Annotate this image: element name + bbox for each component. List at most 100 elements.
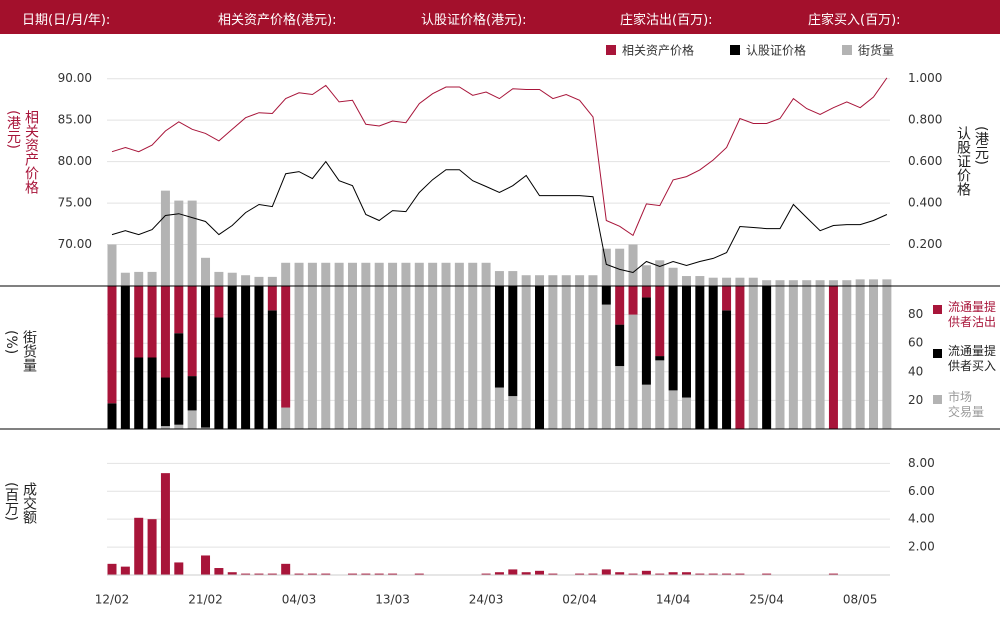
bar	[321, 573, 331, 575]
volume-bar	[147, 271, 157, 286]
share-segment	[441, 286, 451, 429]
volume-bar	[347, 262, 357, 286]
volume-bar	[361, 262, 371, 286]
y-tick-label: 4.00	[908, 512, 935, 526]
share-segment	[588, 286, 598, 429]
x-tick-label: 08/05	[843, 593, 878, 607]
volume-bar	[334, 262, 344, 286]
volume-bar	[281, 262, 291, 286]
share-segment	[668, 286, 678, 391]
share-segment	[468, 286, 478, 429]
bar	[120, 566, 130, 575]
bar	[201, 555, 211, 575]
share-segment	[722, 310, 732, 429]
share-segment	[321, 286, 331, 429]
share-segment	[401, 286, 411, 429]
bar	[548, 573, 558, 575]
legend-label: 街货量	[858, 43, 894, 58]
volume-bar	[201, 257, 211, 286]
share-segment	[655, 286, 665, 357]
volume-bar	[494, 271, 504, 286]
bar	[174, 562, 184, 575]
share-segment	[695, 286, 705, 429]
share-segment	[601, 286, 611, 305]
share-segment	[615, 366, 625, 429]
volume-bar	[107, 244, 117, 286]
share-segment	[681, 397, 691, 429]
volume-bar	[307, 262, 317, 286]
legend-label: 相关资产价格	[622, 43, 694, 58]
volume-bar	[842, 280, 852, 286]
bar	[508, 569, 518, 575]
share-segment	[294, 286, 304, 429]
bar	[147, 519, 157, 575]
volume-bar	[695, 276, 705, 286]
share-segment	[855, 286, 865, 429]
header-label: 相关资产价格(港元):	[218, 13, 337, 28]
bar	[307, 573, 317, 575]
volume-bar	[294, 262, 304, 286]
share-segment	[521, 286, 531, 429]
legend-label: 市场 交易量	[948, 390, 985, 419]
volume-bar	[214, 271, 224, 286]
bar	[160, 473, 170, 575]
bar	[388, 573, 398, 575]
share-segment	[134, 286, 144, 358]
share-segment	[374, 286, 384, 429]
y-tick-label: 0.400	[908, 196, 942, 210]
volume-bar	[508, 271, 518, 286]
share-segment	[214, 286, 224, 318]
bar	[214, 568, 224, 575]
volume-bar	[241, 275, 251, 286]
share-segment	[174, 286, 184, 334]
share-segment	[535, 286, 545, 429]
bar	[241, 573, 251, 575]
volume-bar	[855, 279, 865, 286]
bar	[294, 573, 304, 575]
y-tick-label: 60	[908, 336, 923, 350]
share-segment	[842, 286, 852, 429]
volume-bar	[615, 248, 625, 286]
legend-swatch	[933, 305, 942, 314]
y-tick-label: 70.00	[58, 237, 92, 251]
volume-bar	[708, 277, 718, 286]
share-segment	[681, 286, 691, 398]
x-tick-label: 21/02	[188, 593, 223, 607]
volume-bar	[388, 262, 398, 286]
share-segment	[174, 333, 184, 425]
y-tick-label: 20	[908, 393, 923, 407]
share-segment	[508, 396, 518, 429]
share-segment	[160, 286, 170, 378]
bar	[414, 573, 424, 575]
share-segment	[615, 286, 625, 325]
share-segment	[869, 286, 879, 429]
y-tick-label: 75.00	[58, 196, 92, 210]
share-segment	[107, 286, 117, 404]
share-segment	[160, 426, 170, 429]
share-segment	[641, 297, 651, 385]
bar	[575, 573, 585, 575]
share-segment	[628, 286, 638, 315]
axis-title: 认股证价格 (港元)	[955, 126, 989, 196]
x-tick-label: 25/04	[749, 593, 784, 607]
volume-bar	[548, 275, 558, 286]
header-label: 庄家沽出(百万):	[620, 13, 713, 28]
volume-bar	[575, 275, 585, 286]
bar	[134, 517, 144, 575]
share-segment	[575, 286, 585, 429]
y-tick-label: 2.00	[908, 540, 935, 554]
y-tick-label: 0.200	[908, 237, 942, 251]
bar	[281, 563, 291, 575]
legend-swatch	[606, 45, 616, 55]
x-tick-label: 14/04	[656, 593, 691, 607]
bar	[267, 573, 277, 575]
x-tick-label: 02/04	[562, 593, 597, 607]
y-tick-label: 0.800	[908, 113, 942, 127]
share-segment	[254, 286, 264, 429]
share-segment	[454, 286, 464, 429]
share-segment	[201, 427, 211, 429]
share-segment	[147, 357, 157, 429]
volume-bar	[735, 277, 745, 286]
